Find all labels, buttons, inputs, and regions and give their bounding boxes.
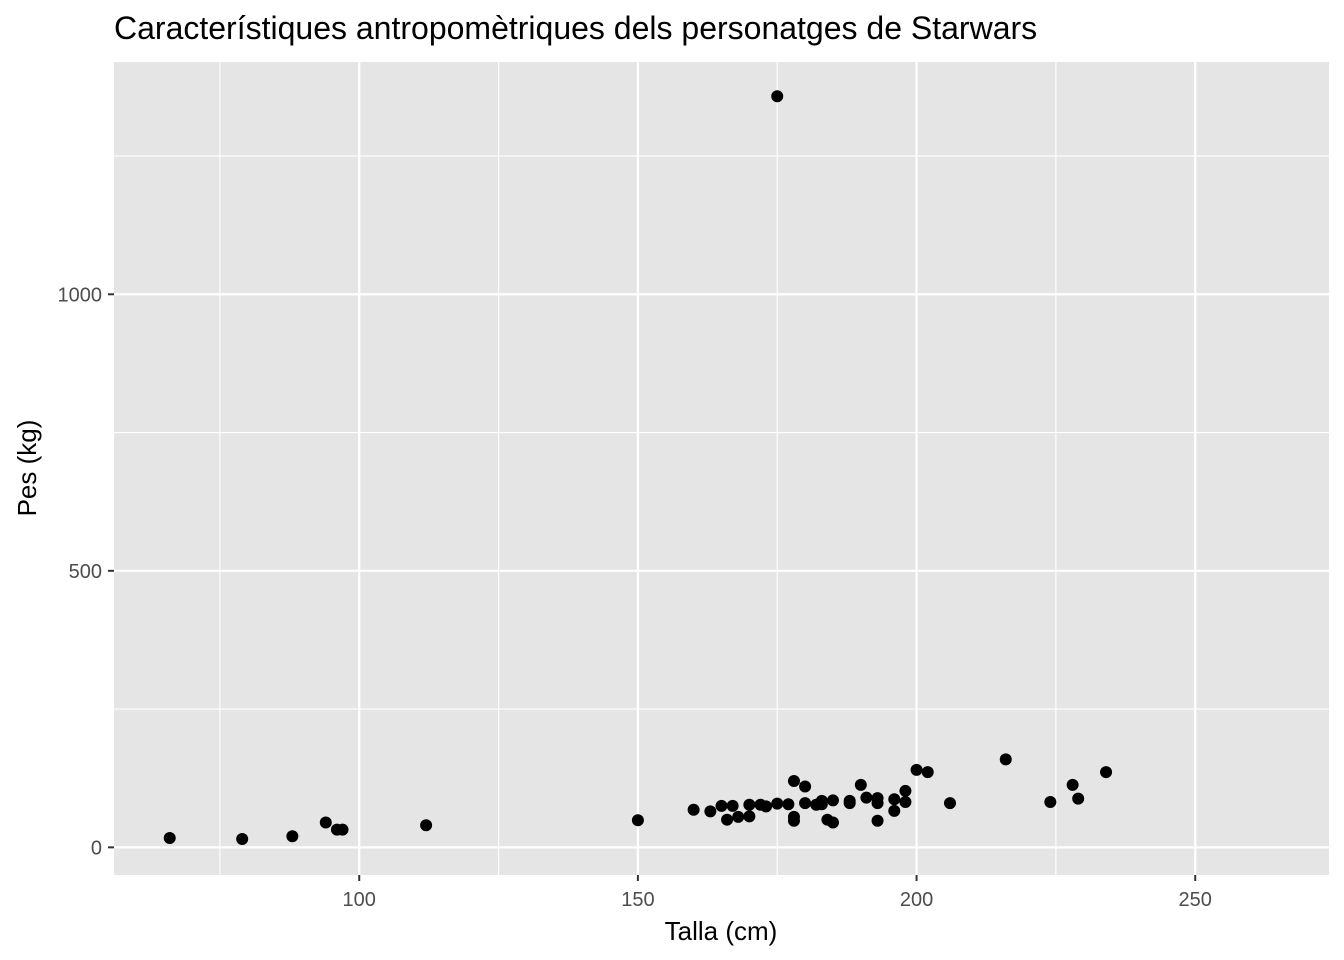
data-point: [631, 814, 644, 827]
y-tick-label: 500: [69, 561, 102, 583]
data-point: [787, 814, 800, 827]
y-axis-title: Pes (kg): [12, 420, 42, 517]
data-point: [715, 799, 728, 812]
data-point: [944, 797, 957, 810]
data-point: [787, 774, 800, 787]
data-point: [888, 793, 901, 806]
data-point: [1044, 795, 1057, 808]
data-point: [826, 816, 839, 829]
data-point: [771, 797, 784, 810]
data-point: [687, 803, 700, 816]
data-point: [420, 819, 433, 832]
data-point: [732, 810, 745, 823]
data-points: [163, 90, 1113, 846]
data-point: [782, 798, 795, 811]
data-point: [743, 798, 756, 811]
data-point: [286, 830, 299, 843]
data-point: [799, 780, 812, 793]
data-point: [899, 795, 912, 808]
data-point: [721, 813, 734, 826]
data-point: [704, 805, 717, 818]
data-point: [771, 90, 784, 103]
y-axis: 0 500 1000: [58, 284, 114, 859]
data-point: [860, 791, 873, 804]
data-point: [1066, 778, 1079, 791]
chart-title: Característiques antropomètriques dels p…: [114, 10, 1037, 46]
data-point: [843, 797, 856, 810]
x-axis-title: Talla (cm): [665, 916, 778, 946]
data-point: [888, 804, 901, 817]
data-point: [799, 797, 812, 810]
data-point: [826, 794, 839, 807]
data-point: [910, 763, 923, 776]
data-point: [236, 833, 249, 846]
x-tick-label: 200: [900, 889, 933, 911]
data-point: [743, 810, 756, 823]
x-axis: 100 150 200 250: [343, 875, 1212, 911]
minor-gridlines: [114, 62, 1329, 875]
data-point: [921, 766, 934, 779]
y-tick-label: 1000: [58, 284, 103, 306]
data-point: [319, 816, 332, 829]
data-point: [871, 797, 884, 810]
data-point: [999, 753, 1012, 766]
data-point: [815, 798, 828, 811]
plot-panel: [114, 62, 1329, 875]
y-tick-label: 0: [91, 837, 102, 859]
data-point: [854, 778, 867, 791]
x-tick-label: 100: [343, 889, 376, 911]
x-tick-label: 250: [1179, 889, 1212, 911]
major-gridlines: [114, 62, 1329, 875]
x-tick-label: 150: [621, 889, 654, 911]
data-point: [336, 823, 349, 836]
data-point: [1100, 766, 1113, 779]
data-point: [1072, 792, 1085, 805]
data-point: [871, 814, 884, 827]
data-point: [163, 831, 176, 844]
data-point: [899, 784, 912, 797]
data-point: [726, 799, 739, 812]
data-point: [760, 800, 773, 813]
